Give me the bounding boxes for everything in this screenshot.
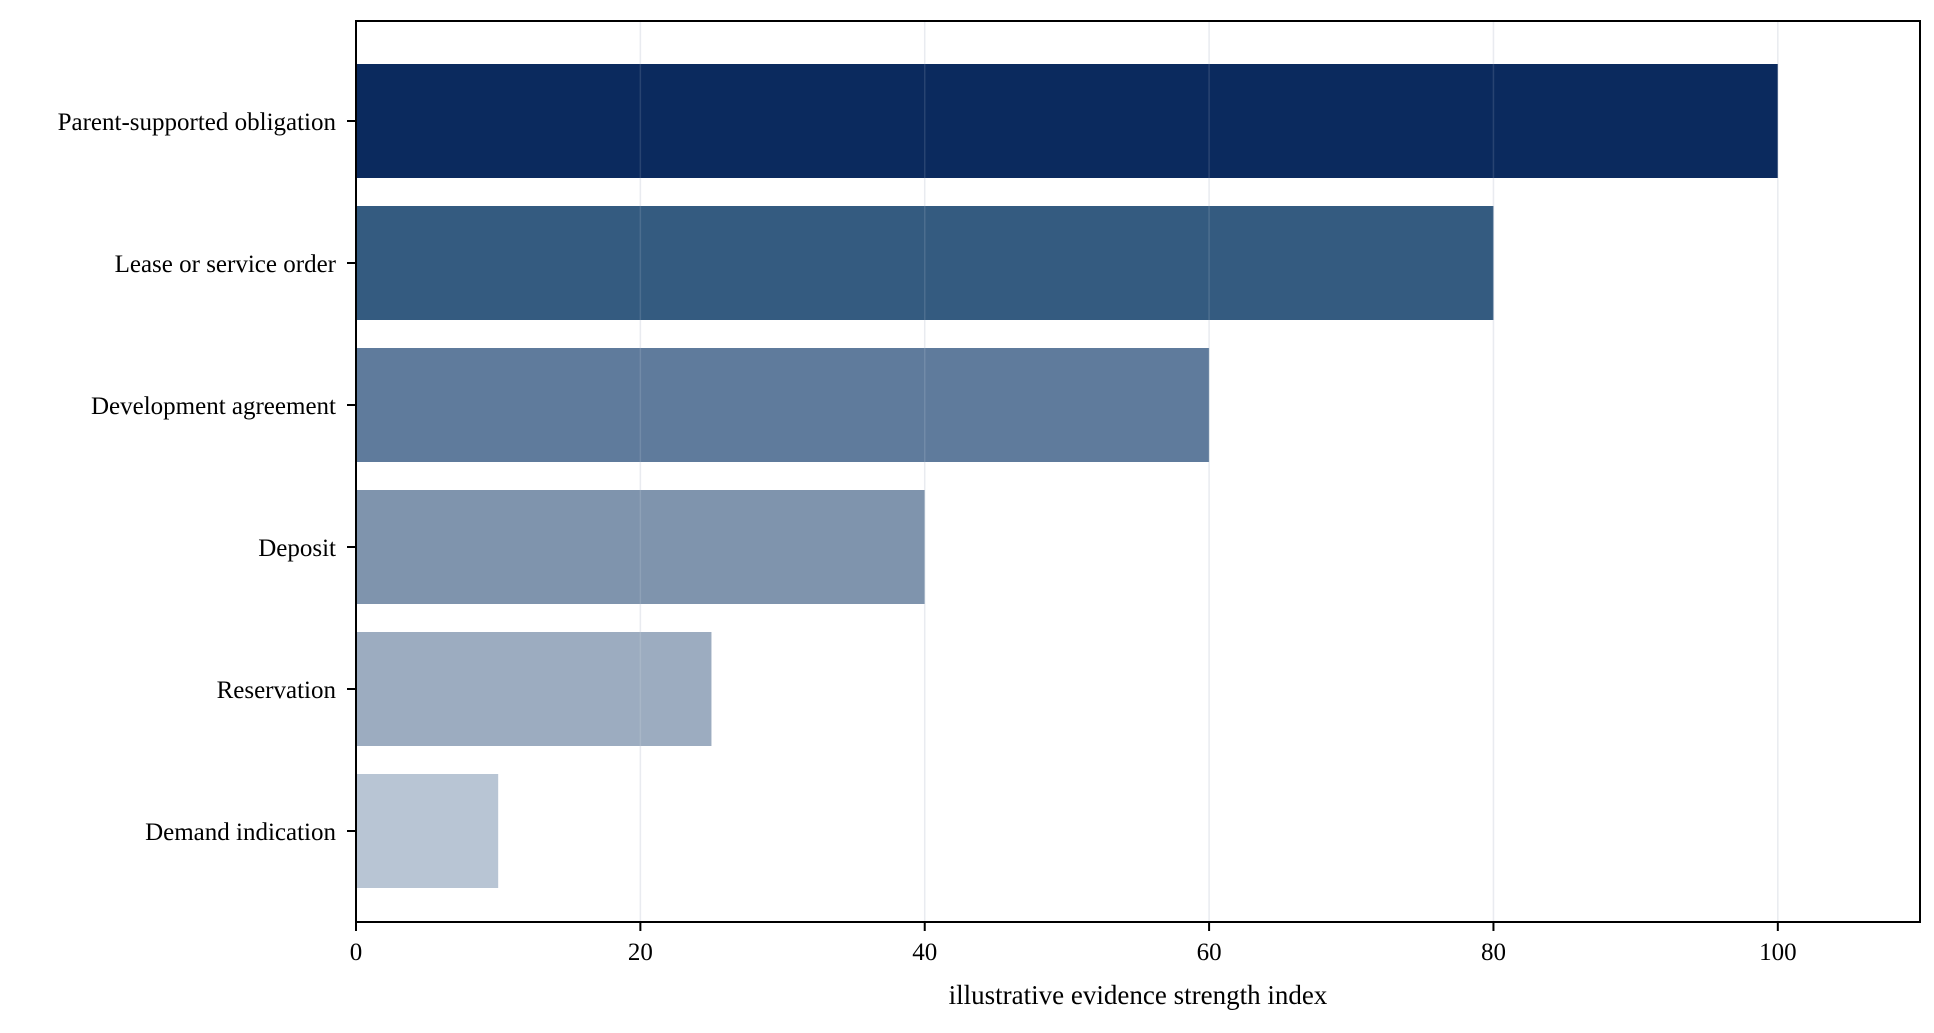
y-tick-label: Demand indication [145,819,336,846]
y-tick-label: Parent-supported obligation [58,109,337,136]
x-tick-label: 20 [628,939,653,966]
x-tick-label: 40 [912,939,937,966]
x-tick-label: 100 [1759,939,1797,966]
y-tick-label: Lease or service order [115,251,337,278]
axes: Parent-supported obligation Lease or serv… [58,20,1921,966]
y-tick-label: Development agreement [91,393,336,420]
bar-3 [356,348,1210,462]
bar-1 [356,64,1778,178]
plot-frame [355,20,1921,923]
x-tick-label: 0 [350,939,363,966]
bar-4 [356,490,925,604]
x-tick-label: 60 [1197,939,1222,966]
bar-6 [356,774,499,888]
x-tick-label: 80 [1481,939,1506,966]
bars [356,21,1779,922]
x-axis-label: illustrative evidence strength index [949,980,1328,1010]
y-tick-label: Deposit [258,535,336,562]
bar-5 [356,632,712,746]
y-tick-label: Reservation [217,677,337,704]
bar-2 [356,206,1494,320]
